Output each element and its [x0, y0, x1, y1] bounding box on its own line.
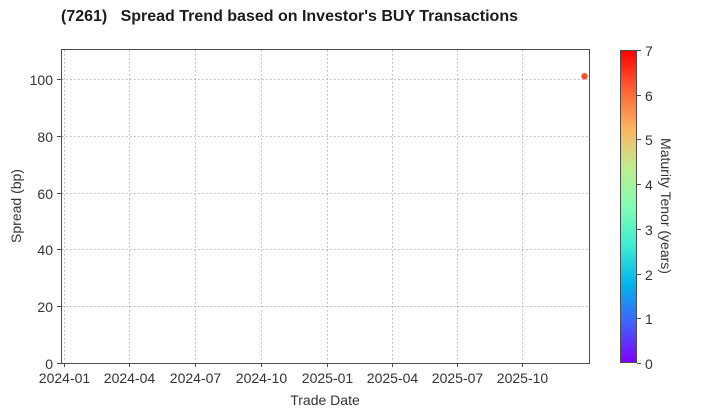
- colorbar-tick-label: 0: [645, 355, 653, 372]
- x-tick-label: 2024-07: [169, 370, 222, 386]
- y-axis-label: Spread (bp): [8, 169, 24, 243]
- x-tick-label: 2025-07: [431, 370, 484, 386]
- y-tick-label: 80: [37, 128, 53, 145]
- colorbar-tick-label: 6: [645, 87, 653, 104]
- chart-title: (7261) Spread Trend based on Investor's …: [61, 8, 518, 25]
- colorbar-tick-label: 2: [645, 266, 653, 283]
- colorbar-tick-label: 4: [645, 176, 653, 193]
- colorbar-tick-label: 5: [645, 131, 653, 148]
- scatter-point: [581, 73, 588, 80]
- x-tick-label: 2024-01: [38, 370, 91, 386]
- y-tick-label: 20: [37, 298, 53, 315]
- x-tick-label: 2024-04: [103, 370, 156, 386]
- x-tick-label: 2025-10: [496, 370, 549, 386]
- x-axis-label: Trade Date: [290, 392, 360, 408]
- colorbar-tick-label: 3: [645, 221, 653, 238]
- x-tick-label: 2025-04: [366, 370, 419, 386]
- x-tick-label: 2024-10: [235, 370, 288, 386]
- y-tick-label: 0: [45, 355, 53, 372]
- x-tick-label: 2025-01: [301, 370, 354, 386]
- colorbar-gradient: [620, 50, 637, 363]
- colorbar-tick-label: 7: [645, 42, 653, 59]
- colorbar-tick-label: 1: [645, 310, 653, 327]
- y-tick-label: 60: [37, 185, 53, 202]
- y-tick-label: 40: [37, 241, 53, 258]
- plot-frame: [61, 49, 590, 364]
- y-tick-label: 100: [29, 71, 53, 88]
- colorbar-label: Maturity Tenor (years): [658, 138, 674, 274]
